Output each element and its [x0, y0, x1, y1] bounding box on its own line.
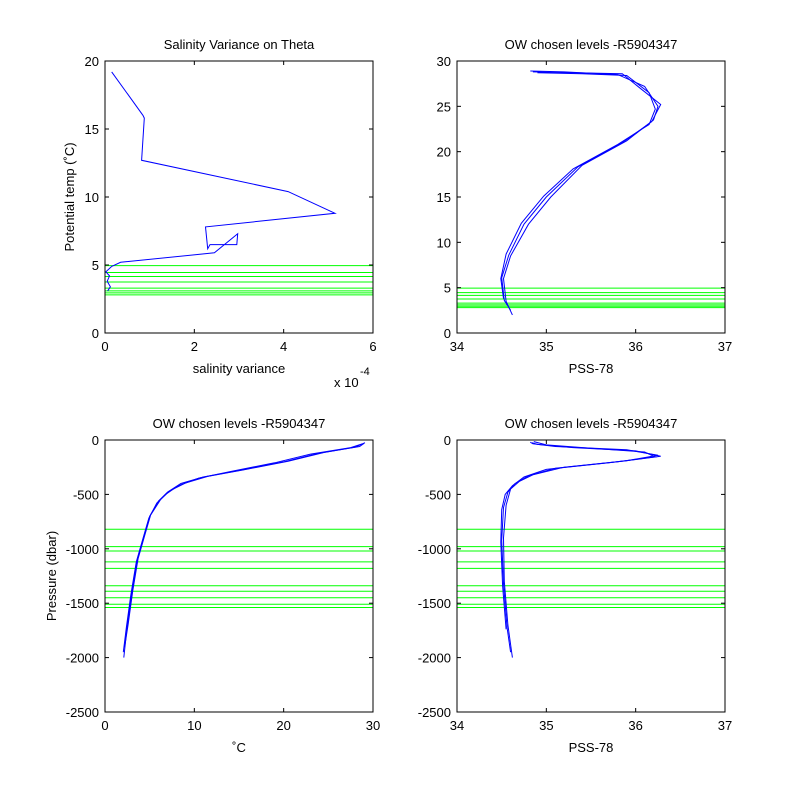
y-tick-label: 0: [444, 433, 451, 448]
x-tick-label: 30: [366, 718, 380, 733]
y-tick-label: 15: [437, 190, 451, 205]
x-axis-label: salinity variance: [193, 361, 286, 376]
x-exponent-power: -4: [360, 366, 370, 378]
y-tick-label: -1000: [418, 542, 451, 557]
y-tick-label: 25: [437, 99, 451, 114]
y-tick-label: 0: [92, 433, 99, 448]
y-tick-label: 5: [444, 281, 451, 296]
axes-box: [456, 439, 726, 713]
y-tick-label: -500: [425, 487, 451, 502]
panel-1: 0 2 4 6 0 5 10 15 20 Salinity Variance on Theta sa…: [62, 37, 377, 390]
y-tick-label: -1500: [418, 596, 451, 611]
profile-series-line: [123, 442, 365, 658]
x-tick-label: 4: [280, 339, 287, 354]
x-axis-label: PSS-78: [569, 361, 614, 376]
y-tick-label: -2500: [66, 705, 99, 720]
y-tick-label: 20: [85, 54, 99, 69]
x-tick-label: 37: [718, 339, 732, 354]
panel-4: 34 35 36 37 -2500 -2000 -1500 -1000 -500 0 OW chos…: [418, 416, 732, 755]
x-tick-label: 36: [628, 718, 642, 733]
y-tick-label: 15: [85, 122, 99, 137]
y-tick-label: 30: [437, 54, 451, 69]
axes-box: [104, 60, 374, 334]
y-tick-label: -1000: [66, 542, 99, 557]
axes-box: [104, 439, 374, 713]
profile-series-line: [124, 442, 366, 647]
x-axis-label: PSS-78: [569, 740, 614, 755]
chart-title: OW chosen levels -R5904347: [505, 416, 678, 431]
x-tick-label: 0: [101, 718, 108, 733]
y-tick-label: -2000: [418, 651, 451, 666]
y-tick-label: -500: [73, 487, 99, 502]
profile-series-line: [105, 71, 337, 292]
profile-series-line: [502, 441, 659, 658]
profile-series-line: [502, 70, 659, 316]
profile-series-line: [501, 71, 662, 311]
x-tick-label: 34: [450, 339, 464, 354]
x-axis-label: ˚C: [232, 740, 246, 755]
y-tick-label: 10: [85, 190, 99, 205]
y-tick-label: 20: [437, 145, 451, 160]
chart-title: OW chosen levels -R5904347: [505, 37, 678, 52]
profile-series-line: [122, 443, 363, 653]
x-tick-label: 37: [718, 718, 732, 733]
x-tick-label: 10: [187, 718, 201, 733]
panel-2: 34 35 36 37 0 5 10 15 20 25 30 OW chosen levels -R5…: [437, 37, 733, 376]
y-tick-label: 0: [92, 326, 99, 341]
panel-3: 0 10 20 30 -2500 -2000 -1500 -1000 -500 0 OW chose…: [44, 416, 380, 755]
x-exponent-label: x 10: [334, 375, 359, 390]
profile-series-line: [501, 442, 661, 653]
x-tick-label: 34: [450, 718, 464, 733]
y-tick-label: 5: [92, 258, 99, 273]
y-tick-label: 10: [437, 235, 451, 250]
x-tick-label: 20: [276, 718, 290, 733]
x-tick-label: 35: [539, 718, 553, 733]
x-tick-label: 2: [191, 339, 198, 354]
chart-title: Salinity Variance on Theta: [164, 37, 315, 52]
y-tick-label: 0: [444, 326, 451, 341]
x-tick-label: 36: [628, 339, 642, 354]
y-axis-label: Potential temp (˚C): [62, 142, 77, 251]
y-tick-label: -2500: [418, 705, 451, 720]
x-tick-label: 6: [369, 339, 376, 354]
chart-title: OW chosen levels -R5904347: [153, 416, 326, 431]
y-tick-label: -2000: [66, 651, 99, 666]
y-axis-label: Pressure (dbar): [44, 531, 59, 621]
x-tick-label: 35: [539, 339, 553, 354]
x-tick-label: 0: [101, 339, 108, 354]
profile-series-line: [500, 72, 656, 299]
profile-series-line: [500, 441, 658, 630]
y-tick-label: -1500: [66, 596, 99, 611]
